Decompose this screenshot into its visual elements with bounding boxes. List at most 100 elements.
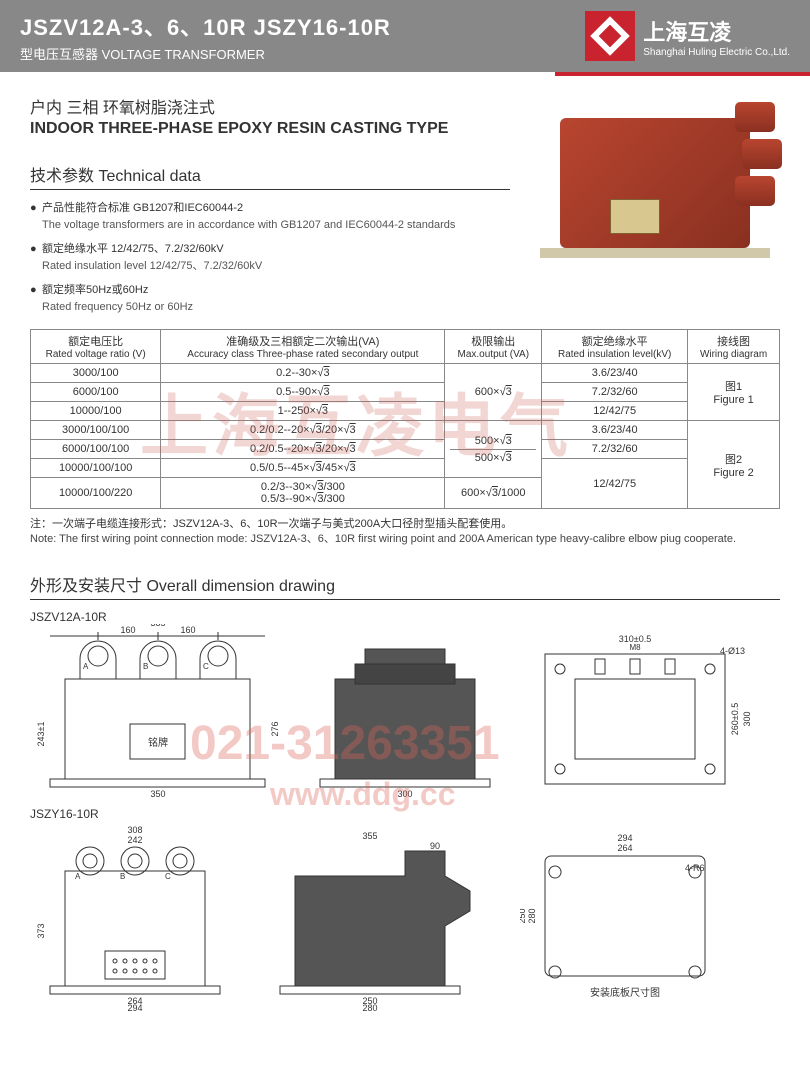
bullet-cn: 额定绝缘水平 12/42/75、7.2/32/60kV <box>42 243 224 255</box>
cell: 1--250×√3 <box>161 402 445 421</box>
svg-text:安装底板尺寸图: 安装底板尺寸图 <box>590 986 660 999</box>
drawing-label-2: JSZY16-10R <box>30 807 780 821</box>
svg-text:C: C <box>165 872 171 881</box>
bullet-item: 产品性能符合标准 GB1207和IEC60044-2 The voltage tr… <box>30 200 780 233</box>
note: 注：一次端子电缆连接形式：JSZV12A-3、6、10R一次端子与美式200A大… <box>30 517 780 548</box>
svg-text:160: 160 <box>120 625 135 635</box>
note-cn: 注：一次端子电缆连接形式：JSZV12A-3、6、10R一次端子与美式200A大… <box>30 517 780 532</box>
cell: 0.2/0.5--20×√3/20×√3 <box>161 440 445 459</box>
note-en: Note: The first wiring point connection … <box>30 532 780 547</box>
header-band: JSZV12A-3、6、10R JSZY16-10R 型电压互感器 VOLTAG… <box>0 0 810 72</box>
bullet-cn: 产品性能符合标准 GB1207和IEC60044-2 <box>42 202 243 214</box>
svg-text:276: 276 <box>270 721 280 736</box>
content: 上海互凌电气 021-31263351 www.ddg.cc 户内 三相 环氧树… <box>0 76 810 1029</box>
svg-text:373: 373 <box>36 923 46 938</box>
brand-en: Shanghai Huling Electric Co.,Ltd. <box>643 47 790 58</box>
th-ratio: 额定电压比Rated voltage ratio (V) <box>31 330 161 364</box>
th-accuracy: 准确级及三相额定二次输出(VA)Accuracy class Three-pha… <box>161 330 445 364</box>
table-row: 3000/100/100 0.2/0.2--20×√3/20×√3 500×√3… <box>31 421 780 440</box>
svg-text:铭牌: 铭牌 <box>148 736 168 749</box>
svg-text:243±1: 243±1 <box>36 721 46 746</box>
svg-text:C: C <box>203 662 209 671</box>
table-row: 6000/100 0.5--90×√3 7.2/32/60 <box>31 383 780 402</box>
svg-text:A: A <box>75 872 81 881</box>
dimension-heading: 外形及安装尺寸 Overall dimension drawing <box>30 572 780 600</box>
table-row: 10000/100 1--250×√3 12/42/75 <box>31 402 780 421</box>
svg-text:280: 280 <box>527 908 537 923</box>
svg-text:300: 300 <box>742 711 752 726</box>
bullet-cn: 额定频率50Hz或60Hz <box>42 284 148 296</box>
cell: 0.2--30×√3 <box>161 364 445 383</box>
th-max: 极限输出Max.output (VA) <box>445 330 542 364</box>
subtitle-line: 型电压互感器 VOLTAGE TRANSFORMER <box>20 44 391 63</box>
svg-text:308: 308 <box>127 825 142 835</box>
cell: 图1Figure 1 <box>688 364 780 421</box>
cell: 3000/100/100 <box>31 421 161 440</box>
brand-logo-icon <box>585 11 635 61</box>
cell: 0.5/0.5--45×√3/45×√3 <box>161 459 445 478</box>
drawing-d2-plate: 294 264 4-R6 280 250 安装底板尺寸图 <box>520 821 740 1011</box>
svg-text:385: 385 <box>150 624 165 628</box>
th-wiring: 接线图Wiring diagram <box>688 330 780 364</box>
table-row: 6000/100/100 0.2/0.5--20×√3/20×√3 7.2/32… <box>31 440 780 459</box>
table-row: 10000/100/100 0.5/0.5--45×√3/45×√3 12/42… <box>31 459 780 478</box>
model-line: JSZV12A-3、6、10R JSZY16-10R <box>20 10 391 42</box>
tech-bullets: 产品性能符合标准 GB1207和IEC60044-2 The voltage tr… <box>30 200 780 315</box>
drawing-d1-front: 铭牌 160 160 385 350 276 243±1 A B C <box>30 624 285 799</box>
drawing-d2-front: 308 242 373 264 294 A B C <box>30 821 240 1011</box>
cell: 600×√3 <box>445 364 542 421</box>
cell: 6000/100/100 <box>31 440 161 459</box>
svg-text:250: 250 <box>520 908 527 923</box>
cell: 600×√3/1000 <box>445 478 542 509</box>
svg-text:260±0.5: 260±0.5 <box>730 703 740 735</box>
svg-text:B: B <box>143 662 148 671</box>
drawing-label-1: JSZV12A-10R <box>30 610 780 624</box>
bullet-item: 额定频率50Hz或60HzRated frequency 50Hz or 60H… <box>30 282 780 315</box>
cell: 12/42/75 <box>542 459 688 509</box>
svg-text:160: 160 <box>180 625 195 635</box>
svg-text:90: 90 <box>430 841 440 851</box>
table-row: 3000/100 0.2--30×√3 600×√3 3.6/23/40 图1F… <box>31 364 780 383</box>
svg-text:A: A <box>83 662 89 671</box>
table-header-row: 额定电压比Rated voltage ratio (V) 准确级及三相额定二次输… <box>31 330 780 364</box>
header-right: 上海互凌 Shanghai Huling Electric Co.,Ltd. <box>585 11 790 61</box>
th-insul: 额定绝缘水平Rated insulation level(kV) <box>542 330 688 364</box>
svg-text:294: 294 <box>127 1003 142 1011</box>
svg-text:264: 264 <box>617 843 632 853</box>
drawing-row-1: 铭牌 160 160 385 350 276 243±1 A B C <box>30 624 780 799</box>
bullet-en: The voltage transformers are in accordan… <box>42 217 780 234</box>
svg-text:4-R6: 4-R6 <box>685 863 705 873</box>
cell: 12/42/75 <box>542 402 688 421</box>
brand-cn: 上海互凌 <box>643 15 731 47</box>
cell: 0.2/0.2--20×√3/20×√3 <box>161 421 445 440</box>
svg-text:300: 300 <box>397 789 412 799</box>
cell: 图2Figure 2 <box>688 421 780 509</box>
svg-text:M8: M8 <box>629 643 641 652</box>
cell: 10000/100 <box>31 402 161 421</box>
drawing-row-2: 308 242 373 264 294 A B C 355 90 250 <box>30 821 780 1011</box>
bullet-item: 额定绝缘水平 12/42/75、7.2/32/60kV Rated insulat… <box>30 241 780 274</box>
svg-text:4-Ø13: 4-Ø13 <box>720 646 745 656</box>
cell: 3000/100 <box>31 364 161 383</box>
header-left: JSZV12A-3、6、10R JSZY16-10R 型电压互感器 VOLTAG… <box>20 10 391 63</box>
cell: 6000/100 <box>31 383 161 402</box>
cell: 10000/100/100 <box>31 459 161 478</box>
tech-data-heading: 技术参数 Technical data <box>30 162 510 190</box>
cell: 7.2/32/60 <box>542 383 688 402</box>
svg-text:355: 355 <box>362 831 377 841</box>
cell: 500×√3500×√3 <box>445 421 542 478</box>
bullet-en: Rated insulation level 12/42/75、7.2/32/6… <box>42 258 780 275</box>
svg-text:280: 280 <box>362 1003 377 1011</box>
drawing-d1-top: 310±0.5 M8 4-Ø13 260±0.5 300 <box>525 624 755 799</box>
svg-text:B: B <box>120 872 125 881</box>
spec-table: 额定电压比Rated voltage ratio (V) 准确级及三相额定二次输… <box>30 329 780 509</box>
brand-text: 上海互凌 Shanghai Huling Electric Co.,Ltd. <box>643 15 790 58</box>
svg-text:294: 294 <box>617 833 632 843</box>
cell: 10000/100/220 <box>31 478 161 509</box>
cell: 0.5--90×√3 <box>161 383 445 402</box>
svg-text:242: 242 <box>127 835 142 845</box>
cell: 7.2/32/60 <box>542 440 688 459</box>
drawing-d1-side: 300 <box>305 624 505 799</box>
svg-text:350: 350 <box>150 789 165 799</box>
cell: 3.6/23/40 <box>542 364 688 383</box>
